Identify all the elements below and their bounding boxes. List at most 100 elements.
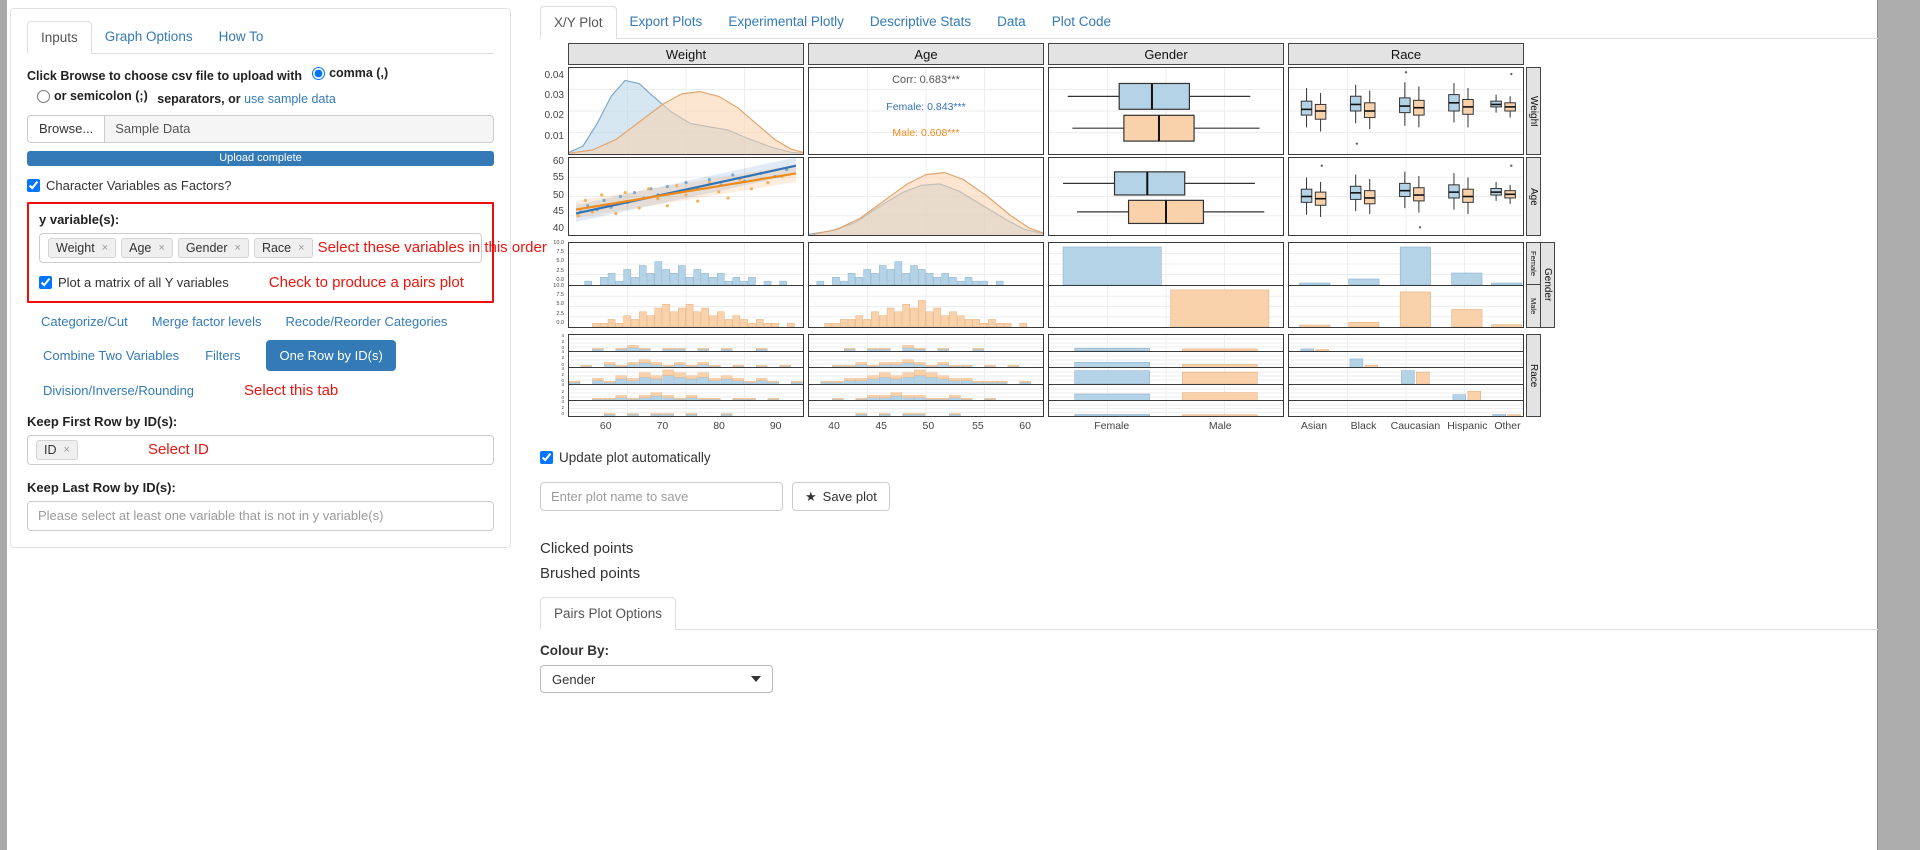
y-variable-tag-weight[interactable]: Weight ×	[48, 237, 117, 258]
corr-overall: Corr: 0.683***	[892, 74, 960, 86]
file-name-box: Sample Data	[105, 114, 494, 143]
remove-tag-icon[interactable]: ×	[63, 443, 70, 456]
y-tick: 0.02	[544, 110, 564, 122]
link-merge-factor-levels[interactable]: Merge factor levels	[151, 313, 262, 329]
x-tick: 50	[922, 420, 935, 432]
x-tick: 80	[713, 420, 725, 432]
y-tick: 10.0	[553, 283, 564, 290]
y-variable-tag-race[interactable]: Race ×	[253, 237, 313, 258]
tab-how-to[interactable]: How To	[206, 21, 277, 54]
x-tick: Hispanic	[1447, 420, 1488, 432]
x-tick: 55	[972, 420, 984, 432]
x-tick: Other	[1494, 420, 1521, 432]
radio-comma[interactable]: comma (,)	[312, 63, 388, 84]
panel-weight-hist-race-strip-3	[568, 384, 804, 402]
remove-tag-icon[interactable]: ×	[234, 241, 241, 254]
plot-tabs: X/Y Plot Export Plots Experimental Plotl…	[540, 6, 1878, 39]
panel-race-bars-by-gender-strip-0	[1288, 242, 1524, 286]
matrix-checkbox[interactable]	[39, 275, 52, 289]
panel-age-hist-race-strip-2	[808, 367, 1044, 385]
tab-inputs-label[interactable]: Inputs	[27, 21, 92, 54]
tab-experimental-plotly[interactable]: Experimental Plotly	[728, 14, 844, 29]
tab-graph-options[interactable]: Graph Options	[92, 21, 206, 54]
facet-label-female: Female	[1526, 242, 1541, 285]
y-tick: 0	[561, 361, 564, 367]
panel-correlation: Corr: 0.683*** Female: 0.843*** Male: 0.60…	[808, 67, 1044, 155]
factors-checkbox-row[interactable]: Character Variables as Factors?	[27, 178, 494, 193]
remove-tag-icon[interactable]: ×	[158, 241, 165, 254]
y-tick: 5.0	[556, 258, 564, 265]
colour-by-label: Colour By:	[540, 643, 609, 658]
panel-age-hist-gender-strip-1	[808, 285, 1044, 328]
remove-tag-icon[interactable]: ×	[101, 241, 109, 254]
update-plot-row[interactable]: Update plot automatically	[540, 450, 1878, 465]
browse-button[interactable]: Browse...	[27, 114, 106, 143]
save-plot-row: ★ Save plot	[540, 482, 1878, 511]
update-plot-checkbox[interactable]	[540, 451, 553, 464]
pairs-plot[interactable]: Weight Age Gender Race Weight Age Female Male Ge…	[540, 43, 1560, 439]
factors-checkbox-label: Character Variables as Factors?	[46, 177, 232, 193]
radio-comma-input[interactable]	[312, 66, 326, 80]
upload-instruction: Click Browse to choose csv file to uploa…	[27, 63, 494, 110]
y-tick: 0.04	[544, 69, 564, 81]
link-recode-reorder-categories[interactable]: Recode/Reorder Categories	[285, 313, 448, 329]
upload-progress-bar: Upload complete	[27, 150, 494, 166]
tab-inputs[interactable]: Inputs	[27, 21, 92, 54]
y-tick: 4	[561, 332, 564, 338]
panel-race-bars-by-gender-strip-1	[1288, 285, 1524, 328]
tab-export-plots[interactable]: Export Plots	[629, 14, 703, 29]
x-tick: Black	[1350, 420, 1377, 432]
panel-age-by-race	[1288, 157, 1524, 236]
y-variable-tag-gender[interactable]: Gender ×	[177, 237, 249, 258]
window-scrollbar-area[interactable]	[1877, 0, 1920, 850]
panel-weight-hist-race-strip-1	[568, 351, 804, 369]
keep-first-select[interactable]: ID × Select ID	[27, 434, 494, 465]
panel-weight-hist-race-strip-4	[568, 400, 804, 417]
panel-race-bars-strip-0	[1288, 334, 1524, 352]
y-variable-tag-age[interactable]: Age ×	[121, 237, 173, 258]
id-tag[interactable]: ID ×	[36, 439, 78, 460]
link-division-inverse-rounding[interactable]: Division/Inverse/Rounding	[43, 382, 195, 398]
link-combine-two-variables[interactable]: Combine Two Variables	[43, 347, 180, 363]
tab-how-to-label[interactable]: How To	[218, 29, 264, 44]
tab-pairs-plot-options[interactable]: Pairs Plot Options	[540, 597, 677, 630]
save-plot-button[interactable]: ★ Save plot	[792, 482, 890, 511]
y-tick: 2	[561, 355, 564, 361]
y-tick: 2	[561, 405, 564, 411]
x-tick: Male	[1208, 420, 1232, 432]
tab-xy-plot[interactable]: X/Y Plot	[540, 6, 617, 39]
radio-comma-label: comma (,)	[329, 66, 389, 80]
tab-graph-options-label[interactable]: Graph Options	[104, 29, 193, 44]
y-variables-select[interactable]: Weight × Age × Gender × Race × Select these …	[39, 232, 547, 263]
y-variables-annotation: Select these variables in this order	[317, 239, 547, 257]
radio-semicolon[interactable]: or semicolon (;)	[37, 86, 148, 107]
colour-by-select[interactable]: Gender	[540, 665, 773, 693]
panel-age-hist-gender-strip-0	[808, 242, 1044, 286]
keep-last-label: Keep Last Row by ID(s):	[27, 479, 176, 495]
corr-male: Male: 0.608***	[892, 127, 960, 139]
update-plot-label: Update plot automatically	[559, 450, 711, 465]
factors-checkbox[interactable]	[27, 178, 40, 192]
tab-descriptive-stats[interactable]: Descriptive Stats	[869, 14, 972, 29]
separators-text: separators, or	[157, 92, 241, 107]
y-tick: 0.0	[556, 276, 564, 283]
radio-semicolon-input[interactable]	[37, 90, 50, 104]
y-tick: 0	[561, 344, 564, 350]
radio-semicolon-label: or semicolon (;)	[54, 89, 148, 104]
tab-data[interactable]: Data	[997, 14, 1026, 29]
keep-last-input[interactable]	[27, 500, 494, 531]
x-tick: Asian	[1300, 420, 1328, 432]
tab-one-row-by-ids[interactable]: One Row by ID(s)	[266, 339, 396, 371]
tab-plot-code[interactable]: Plot Code	[1051, 14, 1111, 29]
use-sample-data-link[interactable]: use sample data	[244, 92, 336, 107]
panel-gender-bars-by-race-strip-2	[1048, 367, 1284, 385]
sidebar-tabs: Inputs Graph Options How To	[27, 21, 494, 54]
y-tick: 0	[561, 394, 564, 400]
link-categorize-cut[interactable]: Categorize/Cut	[41, 313, 128, 329]
plot-name-input[interactable]	[540, 482, 783, 511]
link-filters[interactable]: Filters	[205, 347, 241, 363]
y-tick: 5.0	[556, 301, 564, 308]
remove-tag-icon[interactable]: ×	[298, 241, 305, 254]
panel-weight-hist-race-strip-2	[568, 367, 804, 385]
x-tick: 60	[1019, 420, 1031, 432]
